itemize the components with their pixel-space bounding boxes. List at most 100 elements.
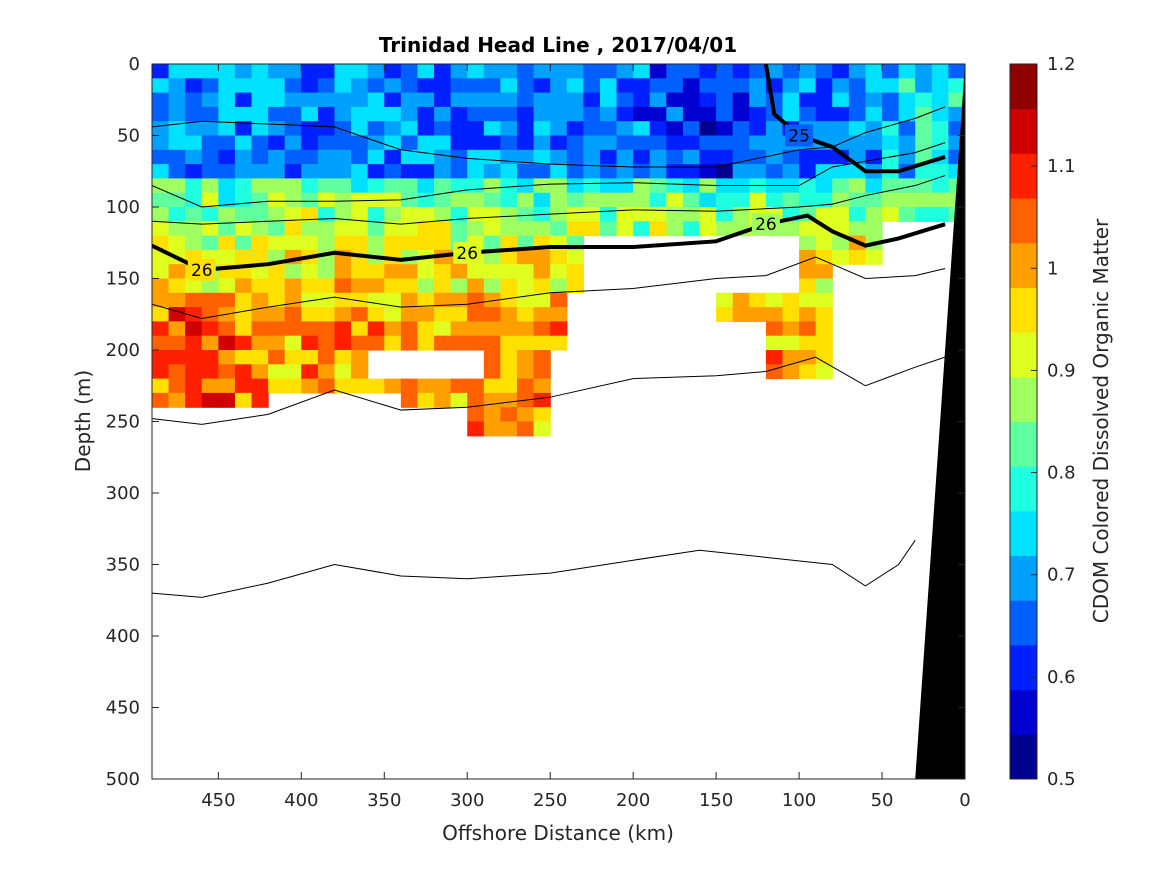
cdom-cell — [334, 64, 352, 79]
cdom-cell — [234, 106, 253, 122]
cdom-cell — [649, 135, 667, 151]
cdom-cell — [799, 221, 817, 237]
cdom-cell — [168, 106, 186, 122]
cdom-cell — [351, 221, 369, 237]
cdom-cell — [450, 78, 468, 94]
cdom-cell — [500, 407, 518, 423]
contour-label: 25 — [788, 127, 810, 147]
cdom-cell — [351, 378, 369, 394]
cdom-cell — [716, 149, 734, 165]
cdom-cell — [467, 292, 485, 308]
cdom-cell — [400, 378, 419, 394]
cdom-cell — [815, 249, 833, 265]
cdom-cell — [400, 178, 419, 194]
cdom-cell — [168, 164, 186, 179]
cdom-cell — [633, 64, 651, 79]
cdom-cell — [417, 392, 435, 408]
cdom-cell — [450, 307, 468, 322]
cdom-cell — [517, 364, 535, 380]
cdom-cell — [450, 378, 468, 394]
cdom-cell — [517, 378, 535, 394]
cdom-cell — [533, 149, 551, 165]
cdom-cell — [666, 64, 684, 79]
cdom-cell — [434, 178, 452, 194]
cdom-cell — [550, 264, 568, 280]
cdom-cell — [384, 278, 402, 294]
cdom-cell — [550, 106, 568, 122]
cdom-cell — [301, 264, 319, 280]
cdom-cell — [799, 278, 817, 294]
cdom-cell — [268, 164, 286, 179]
cdom-cell — [301, 164, 319, 179]
cdom-cell — [882, 178, 900, 194]
cdom-cell — [799, 321, 817, 337]
cdom-cell — [716, 207, 734, 222]
cdom-cell — [533, 350, 551, 365]
cdom-cell — [234, 278, 253, 294]
cdom-cell — [152, 350, 170, 365]
cdom-cell — [848, 178, 867, 194]
cdom-cell — [201, 364, 219, 380]
cdom-cell — [566, 64, 584, 79]
cdom-cell — [848, 64, 867, 79]
cdom-cell — [832, 78, 850, 94]
cdom-cell — [583, 64, 601, 79]
cdom-cell — [351, 364, 369, 380]
cdom-cell — [268, 207, 286, 222]
cdom-cell — [234, 221, 253, 237]
cdom-cell — [533, 178, 551, 194]
cdom-cell — [218, 321, 236, 337]
cdom-cell — [168, 192, 186, 208]
colorbar-swatch — [1010, 198, 1037, 244]
cdom-cell — [550, 164, 568, 179]
cdom-cell — [915, 121, 933, 137]
cdom-cell — [218, 378, 236, 394]
colorbar: 0.5 0.6 0.7 0.8 0.9 1 1.1 1.2 — [1009, 54, 1076, 790]
cdom-cell — [483, 249, 502, 265]
cdom-cell — [649, 149, 667, 165]
cdom-cell — [400, 307, 419, 322]
cdom-cell — [185, 392, 203, 408]
cdom-cell — [434, 321, 452, 337]
cdom-cell — [550, 278, 568, 294]
cdom-cell — [218, 364, 236, 380]
cdom-cell — [599, 207, 618, 222]
colorbar-swatch — [1010, 644, 1037, 691]
cdom-cell — [517, 278, 535, 294]
cdom-cell — [865, 64, 883, 79]
cdom-cell — [185, 364, 203, 380]
cdom-cell — [483, 392, 502, 408]
cdom-cell — [201, 207, 219, 222]
cdom-cell — [152, 121, 170, 137]
cdom-cell — [367, 235, 385, 251]
cdom-cell — [782, 149, 800, 165]
cdom-cell — [915, 106, 933, 122]
cdom-cell — [666, 164, 684, 179]
cdom-cell — [434, 207, 452, 222]
cdom-cell — [732, 106, 750, 122]
cdom-cell — [168, 292, 186, 308]
cdom-cell — [234, 307, 253, 322]
cdom-cell — [268, 92, 286, 108]
cdom-cell — [450, 221, 468, 237]
cdom-cell — [218, 278, 236, 294]
cdom-cell — [400, 149, 419, 165]
cdom-cell — [251, 192, 269, 208]
cdom-cell — [400, 235, 419, 251]
cdom-cell — [483, 149, 502, 165]
cdom-cell — [334, 264, 352, 280]
cdom-cell — [765, 64, 784, 79]
cdom-cell — [583, 192, 601, 208]
cdom-cell — [682, 221, 701, 237]
cdom-cell — [334, 149, 352, 165]
cdom-cell — [251, 249, 269, 265]
cdom-cell — [550, 64, 568, 79]
y-tick-label: 300 — [106, 483, 140, 504]
cdom-cell — [599, 106, 618, 122]
cdom-cell — [384, 178, 402, 194]
cdom-cell — [599, 135, 618, 151]
cdom-cell — [201, 106, 219, 122]
cdom-cell — [251, 264, 269, 280]
cdom-cell — [434, 292, 452, 308]
cdom-cell — [351, 207, 369, 222]
